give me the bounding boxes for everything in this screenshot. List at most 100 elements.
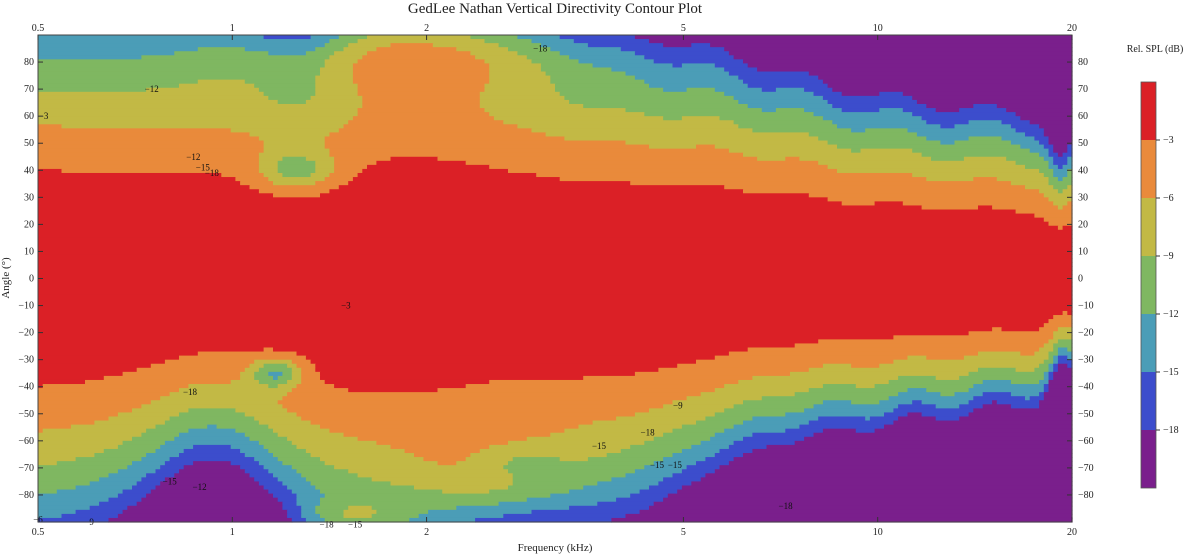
y-tick-label: 10 bbox=[24, 246, 34, 257]
contour-cell bbox=[254, 83, 316, 89]
contour-cell bbox=[287, 509, 302, 515]
contour-cell bbox=[320, 457, 424, 462]
contour-cell bbox=[799, 156, 932, 162]
contour-cell bbox=[1001, 327, 1040, 332]
contour-cell bbox=[428, 509, 533, 515]
contour-cell bbox=[38, 513, 63, 519]
contour-cell bbox=[540, 63, 594, 69]
contour-cell bbox=[362, 95, 481, 101]
contour-cell bbox=[38, 59, 326, 65]
contour-cell bbox=[348, 469, 509, 474]
contour-label: −15 bbox=[348, 520, 363, 530]
contour-cell bbox=[822, 384, 857, 389]
contour-cell bbox=[898, 404, 937, 409]
contour-cell bbox=[940, 124, 956, 129]
contour-cell bbox=[728, 461, 1073, 466]
contour-cell bbox=[1043, 375, 1050, 381]
contour-cell bbox=[155, 448, 185, 454]
contour-cell bbox=[348, 388, 439, 393]
contour-cell bbox=[38, 497, 110, 503]
contour-cell bbox=[663, 404, 735, 409]
contour-cell bbox=[38, 99, 279, 105]
contour-cell bbox=[287, 392, 702, 397]
contour-cell bbox=[164, 461, 194, 466]
contour-cell bbox=[1006, 156, 1045, 162]
contour-cell bbox=[1015, 160, 1050, 166]
contour-cell bbox=[249, 363, 265, 369]
contour-cell bbox=[503, 120, 735, 125]
contour-cell bbox=[804, 87, 833, 93]
contour-cell bbox=[38, 47, 199, 52]
contour-cell bbox=[569, 99, 739, 105]
contour-cell bbox=[1039, 404, 1073, 409]
contour-cell bbox=[42, 384, 190, 389]
contour-cell bbox=[921, 205, 979, 211]
contour-cell bbox=[230, 128, 340, 133]
contour-cell bbox=[390, 43, 434, 48]
contour-cell bbox=[733, 95, 824, 101]
contour-cell bbox=[827, 83, 1073, 89]
contour-cell bbox=[38, 75, 316, 81]
contour-cell bbox=[479, 99, 570, 105]
axes: 0.5 0.5 1 1 2 2 5 5 10 10 20 20 80 80 70 70 60 60 50 50 40 40… bbox=[18, 23, 1093, 538]
y-tick-label: −10 bbox=[18, 301, 34, 312]
contour-cell bbox=[179, 388, 293, 393]
contour-cell bbox=[1043, 132, 1073, 138]
contour-cell bbox=[728, 444, 768, 450]
contour-cell bbox=[1034, 136, 1050, 142]
contour-cell bbox=[263, 465, 293, 470]
contour-cell bbox=[578, 59, 655, 65]
contour-cell bbox=[1029, 148, 1050, 154]
contour-cell bbox=[1053, 160, 1068, 166]
contour-cell bbox=[38, 485, 77, 491]
contour-cell bbox=[1020, 144, 1045, 150]
contour-cell bbox=[352, 67, 490, 73]
contour-cell bbox=[1057, 152, 1064, 158]
contour-cell bbox=[155, 485, 265, 491]
contour-cell bbox=[263, 35, 312, 40]
contour-cell bbox=[912, 112, 1017, 117]
contour-cell bbox=[38, 221, 1050, 227]
contour-cell bbox=[146, 87, 260, 93]
contour-cell bbox=[1015, 209, 1073, 215]
contour-cell bbox=[38, 217, 1045, 223]
contour-cell bbox=[714, 469, 1073, 474]
contour-cell bbox=[240, 448, 269, 454]
contour-cell bbox=[38, 181, 241, 186]
contour-cell bbox=[649, 408, 725, 414]
contour-cell bbox=[38, 359, 166, 365]
contour-cell bbox=[714, 87, 763, 93]
contour-cell bbox=[310, 35, 340, 40]
contour-cell bbox=[348, 120, 504, 125]
contour-cell bbox=[813, 91, 843, 97]
contour-cell bbox=[822, 95, 913, 101]
contour-cell bbox=[268, 95, 312, 101]
contour-label: −18 bbox=[320, 520, 335, 530]
contour-cell bbox=[1043, 388, 1050, 393]
contour-cell bbox=[752, 375, 899, 381]
contour-cell bbox=[808, 71, 1073, 77]
contour-cell bbox=[371, 477, 514, 483]
contour-cell bbox=[1039, 189, 1059, 194]
contour-cell bbox=[371, 505, 457, 511]
contour-cell bbox=[658, 481, 692, 487]
contour-cell bbox=[766, 444, 1073, 450]
contour-cell bbox=[38, 355, 180, 361]
contour-cell bbox=[38, 375, 105, 381]
y-tick-label-right: 70 bbox=[1078, 84, 1088, 95]
contour-cell bbox=[38, 71, 321, 77]
contour-cell bbox=[38, 367, 138, 373]
contour-cell bbox=[484, 108, 627, 113]
contour-cell bbox=[1034, 213, 1073, 219]
contour-cell bbox=[136, 367, 246, 373]
contour-cell bbox=[921, 152, 1040, 158]
contour-cell bbox=[653, 59, 744, 65]
contour-cell bbox=[634, 371, 791, 377]
contour-cell bbox=[1067, 201, 1073, 207]
contour-cell bbox=[423, 457, 467, 462]
contour-cell bbox=[1048, 351, 1059, 357]
y-tick-label-right: −80 bbox=[1078, 490, 1094, 501]
contour-label: −9 bbox=[673, 401, 683, 411]
contour-cell bbox=[743, 436, 805, 442]
contour-cell bbox=[484, 83, 556, 89]
